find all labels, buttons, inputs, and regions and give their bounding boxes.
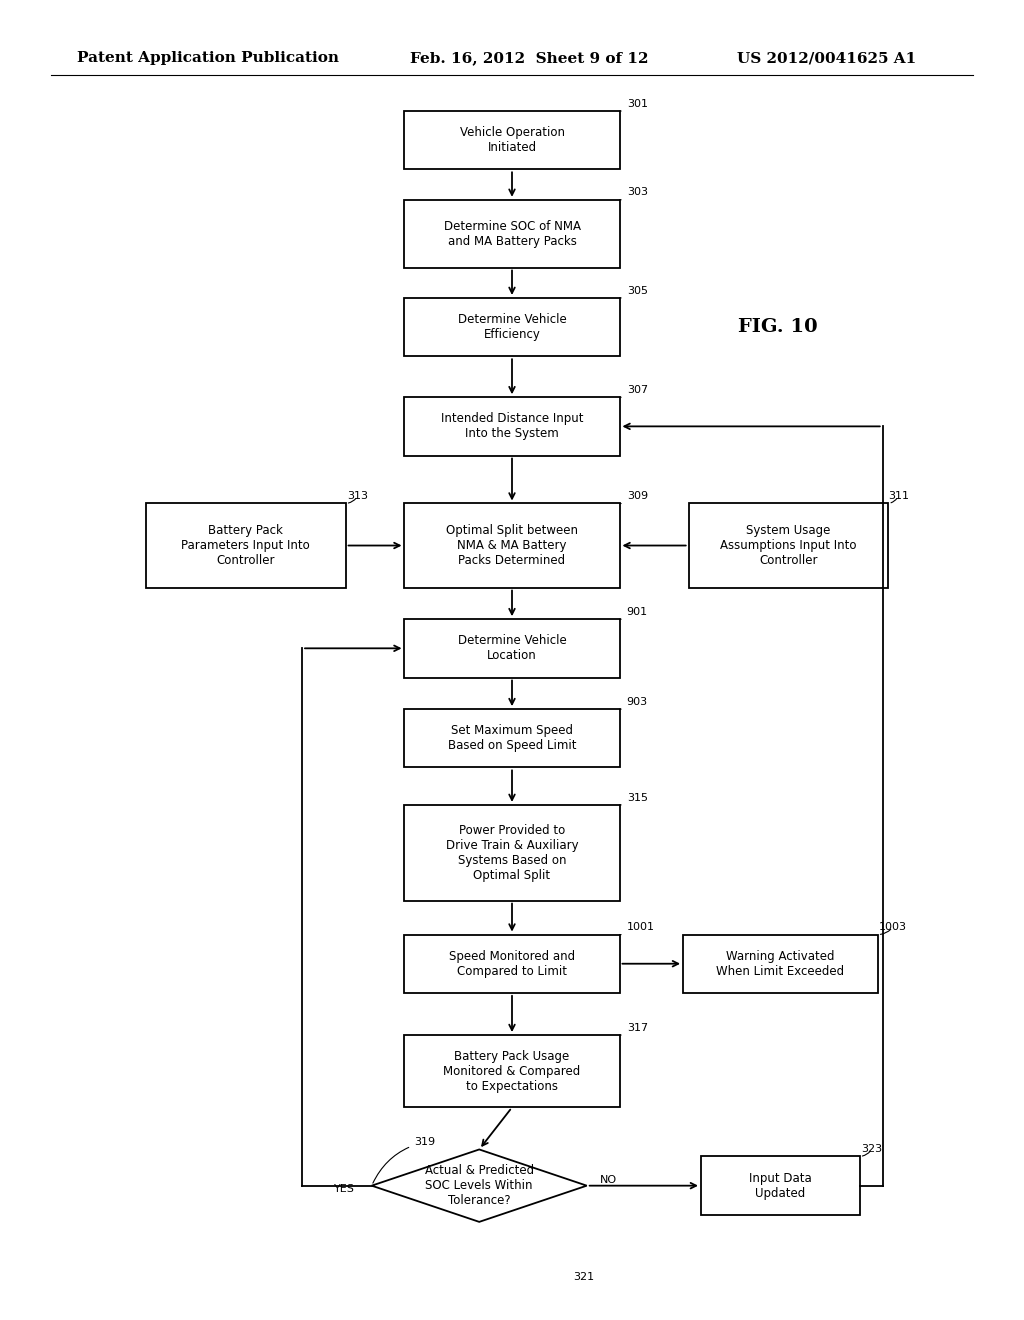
Text: 903: 903 — [620, 697, 648, 709]
Text: Determine SOC of NMA
and MA Battery Packs: Determine SOC of NMA and MA Battery Pack… — [443, 219, 581, 248]
FancyBboxPatch shape — [688, 503, 888, 587]
Text: 319: 319 — [373, 1137, 435, 1183]
Text: FIG. 10: FIG. 10 — [738, 318, 818, 337]
Text: 307: 307 — [620, 385, 648, 397]
FancyBboxPatch shape — [700, 1156, 860, 1214]
Text: NO: NO — [600, 1175, 616, 1185]
Text: 301: 301 — [620, 99, 648, 111]
Text: Speed Monitored and
Compared to Limit: Speed Monitored and Compared to Limit — [449, 949, 575, 978]
Text: US 2012/0041625 A1: US 2012/0041625 A1 — [737, 51, 916, 65]
Text: Determine Vehicle
Location: Determine Vehicle Location — [458, 635, 566, 663]
Text: Optimal Split between
NMA & MA Battery
Packs Determined: Optimal Split between NMA & MA Battery P… — [446, 524, 578, 568]
Text: Input Data
Updated: Input Data Updated — [749, 1172, 812, 1200]
Text: 311: 311 — [888, 491, 909, 503]
FancyBboxPatch shape — [404, 111, 620, 169]
FancyBboxPatch shape — [683, 935, 878, 993]
Text: 1001: 1001 — [620, 923, 654, 935]
Text: Feb. 16, 2012  Sheet 9 of 12: Feb. 16, 2012 Sheet 9 of 12 — [410, 51, 648, 65]
Text: Vehicle Operation
Initiated: Vehicle Operation Initiated — [460, 127, 564, 154]
FancyBboxPatch shape — [145, 503, 346, 587]
Text: Determine Vehicle
Efficiency: Determine Vehicle Efficiency — [458, 313, 566, 341]
Text: Warning Activated
When Limit Exceeded: Warning Activated When Limit Exceeded — [716, 949, 845, 978]
Text: Battery Pack Usage
Monitored & Compared
to Expectations: Battery Pack Usage Monitored & Compared … — [443, 1049, 581, 1093]
FancyBboxPatch shape — [404, 503, 620, 587]
FancyBboxPatch shape — [404, 805, 620, 900]
Text: Power Provided to
Drive Train & Auxiliary
Systems Based on
Optimal Split: Power Provided to Drive Train & Auxiliar… — [445, 824, 579, 882]
FancyBboxPatch shape — [404, 619, 620, 677]
Text: 321: 321 — [573, 1272, 595, 1282]
Text: System Usage
Assumptions Input Into
Controller: System Usage Assumptions Input Into Cont… — [720, 524, 857, 568]
Text: 1003: 1003 — [879, 923, 906, 935]
Text: Intended Distance Input
Into the System: Intended Distance Input Into the System — [440, 412, 584, 441]
FancyBboxPatch shape — [404, 709, 620, 767]
Text: 303: 303 — [620, 187, 648, 199]
Text: 317: 317 — [620, 1023, 648, 1035]
Text: 323: 323 — [861, 1144, 883, 1156]
Text: 309: 309 — [620, 491, 648, 503]
Text: Actual & Predicted
SOC Levels Within
Tolerance?: Actual & Predicted SOC Levels Within Tol… — [425, 1164, 534, 1208]
FancyBboxPatch shape — [404, 935, 620, 993]
Text: 313: 313 — [347, 491, 369, 503]
Text: Set Maximum Speed
Based on Speed Limit: Set Maximum Speed Based on Speed Limit — [447, 725, 577, 752]
Text: 901: 901 — [620, 607, 648, 619]
FancyBboxPatch shape — [404, 1035, 620, 1107]
FancyBboxPatch shape — [404, 397, 620, 455]
Text: 305: 305 — [620, 285, 648, 298]
Text: Patent Application Publication: Patent Application Publication — [77, 51, 339, 65]
Text: YES: YES — [334, 1184, 354, 1195]
Text: 315: 315 — [620, 792, 648, 805]
Text: Battery Pack
Parameters Input Into
Controller: Battery Pack Parameters Input Into Contr… — [181, 524, 310, 568]
FancyBboxPatch shape — [404, 199, 620, 268]
FancyBboxPatch shape — [404, 298, 620, 356]
Polygon shape — [372, 1150, 587, 1222]
